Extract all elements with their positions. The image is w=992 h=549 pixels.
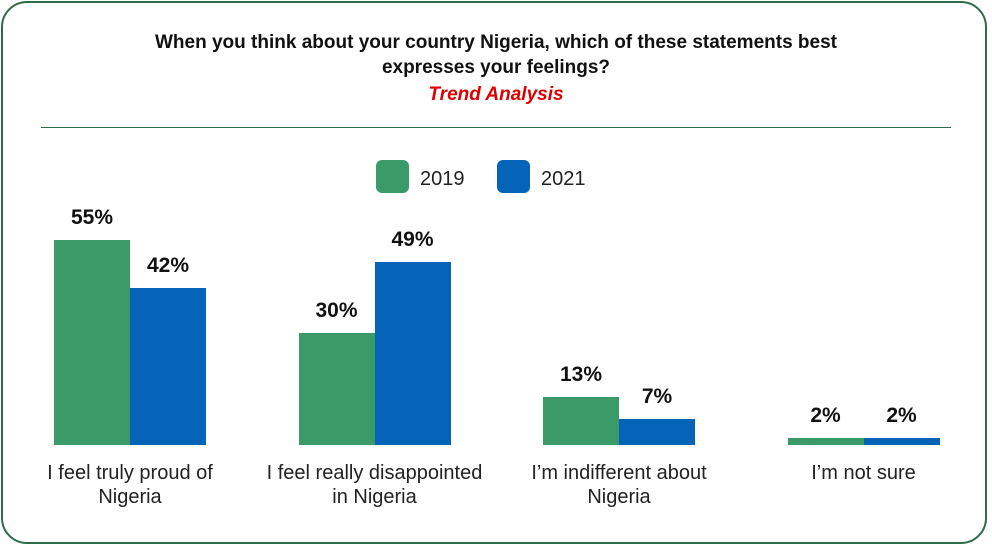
category-label: I feel truly proud of Nigeria — [47, 462, 213, 508]
legend-swatch — [376, 160, 409, 193]
bar — [863, 437, 940, 445]
category-label: I feel really disappointed in Nigeria — [266, 462, 483, 508]
value-label: 49% — [391, 228, 434, 252]
bar — [374, 262, 451, 445]
bar — [619, 418, 695, 445]
legend-label: 2019 — [420, 168, 465, 190]
legend-label: 2021 — [541, 168, 586, 190]
bar — [54, 240, 130, 445]
category-label: I’m not sure — [811, 462, 916, 484]
legend-swatch — [497, 160, 530, 193]
bar — [298, 333, 375, 445]
bar — [787, 437, 864, 445]
bar — [543, 396, 619, 445]
value-label: 2% — [886, 403, 917, 427]
value-label: 30% — [315, 299, 358, 323]
bar — [130, 288, 206, 445]
chart-subtitle: Trend Analysis — [428, 84, 564, 105]
separator — [41, 127, 951, 128]
value-label: 7% — [641, 384, 673, 408]
value-label: 42% — [146, 254, 190, 278]
chart-title: When you think about your country Nigeri… — [155, 32, 837, 78]
value-label: 55% — [70, 206, 114, 229]
value-label: 2% — [810, 403, 841, 427]
category-label: I’m indifferent about Nigeria — [531, 462, 707, 508]
value-label: 13% — [559, 362, 603, 386]
